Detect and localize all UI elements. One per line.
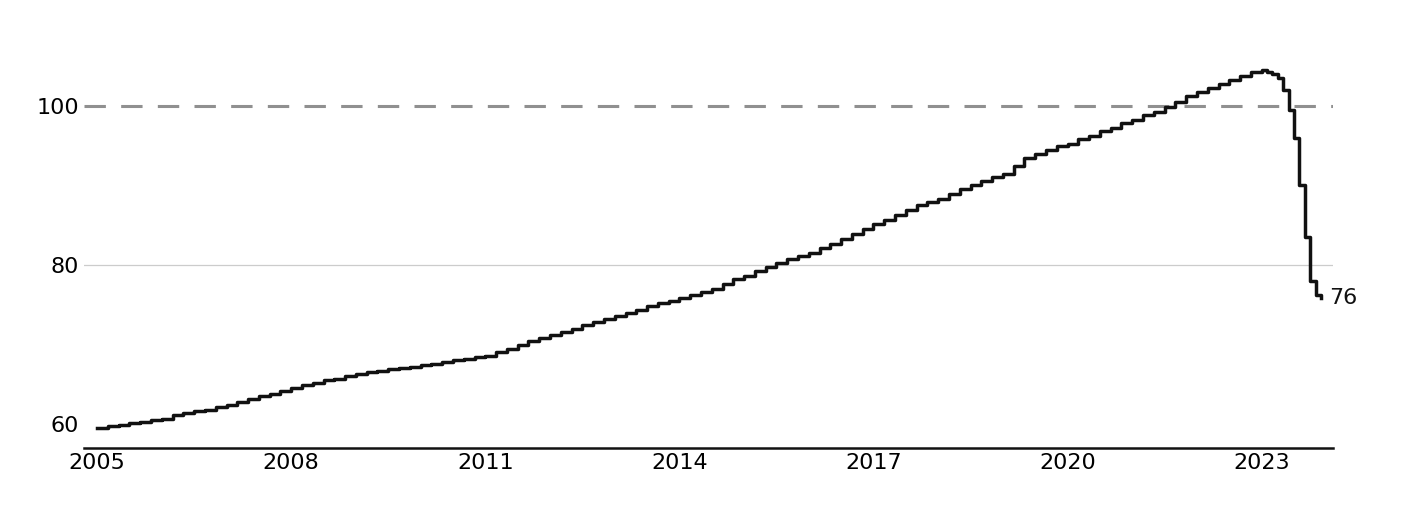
Text: 76: 76 bbox=[1330, 288, 1358, 308]
